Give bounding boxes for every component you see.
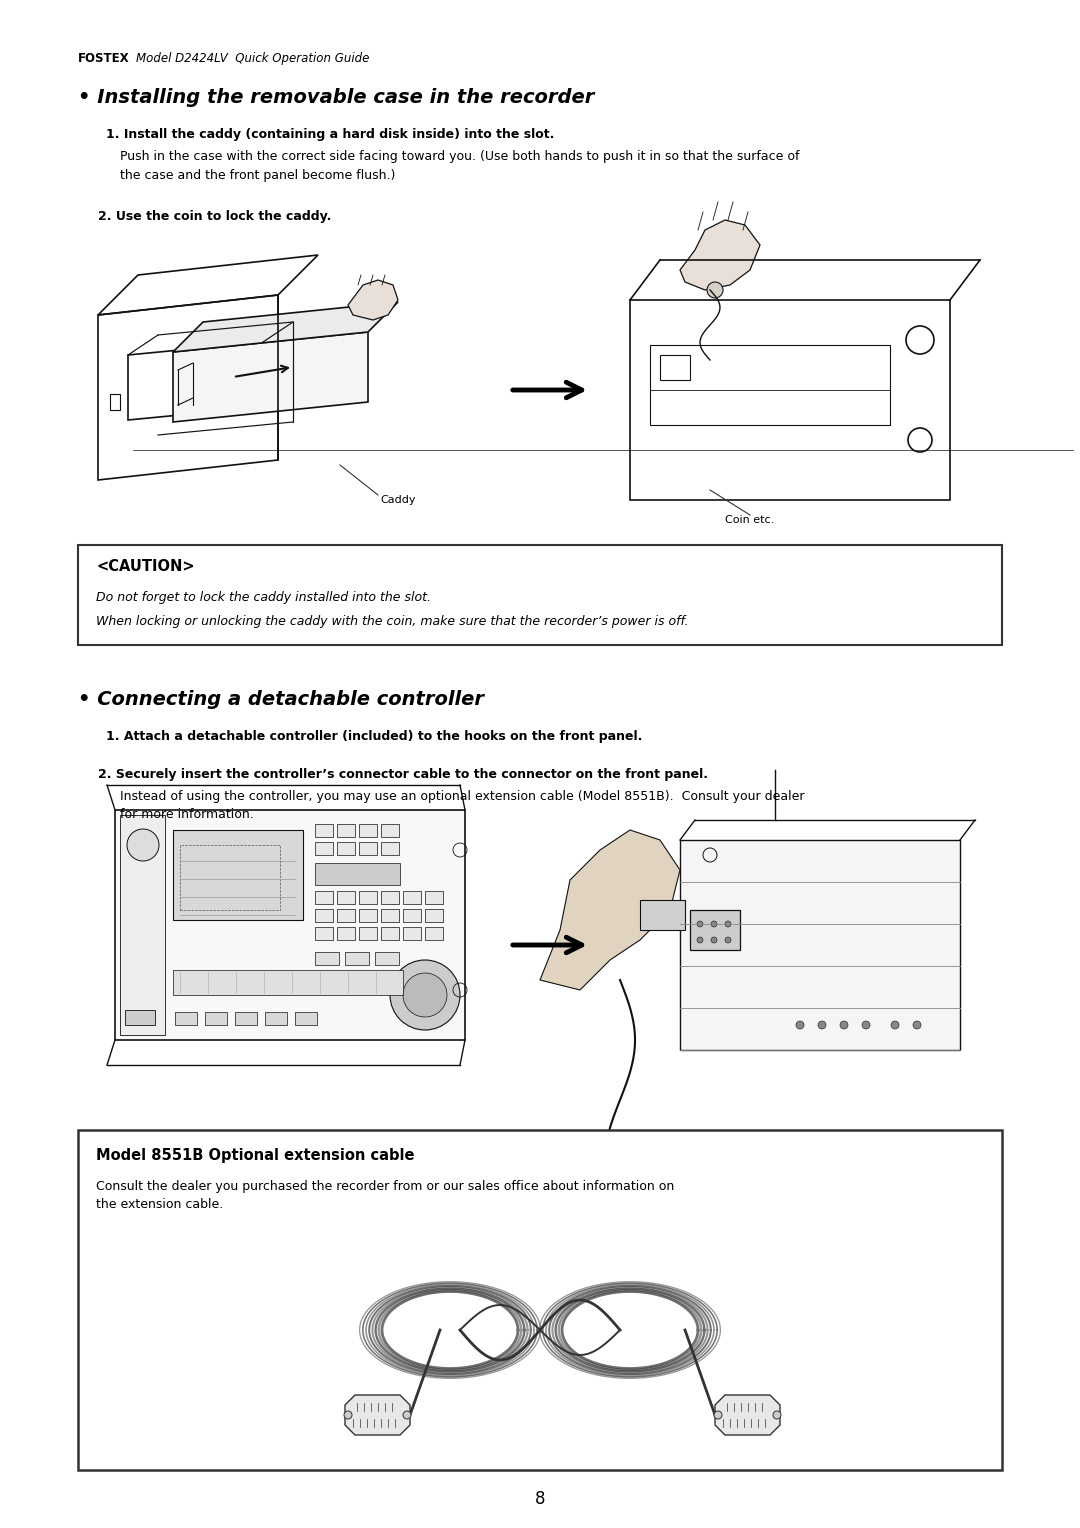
- Circle shape: [345, 1410, 352, 1420]
- Bar: [690, 911, 740, 950]
- Bar: [375, 952, 399, 966]
- Bar: [381, 842, 399, 856]
- Bar: [337, 927, 355, 940]
- Text: Model 8551B Optional extension cable: Model 8551B Optional extension cable: [96, 1148, 415, 1163]
- Text: • Installing the removable case in the recorder: • Installing the removable case in the r…: [78, 89, 594, 107]
- Text: Do not forget to lock the caddy installed into the slot.: Do not forget to lock the caddy installe…: [96, 591, 431, 604]
- Text: 1. Attach a detachable controller (included) to the hooks on the front panel.: 1. Attach a detachable controller (inclu…: [106, 730, 643, 743]
- Circle shape: [840, 1021, 848, 1028]
- Bar: [125, 1010, 156, 1025]
- Bar: [660, 354, 690, 380]
- Bar: [110, 394, 120, 410]
- Bar: [381, 891, 399, 905]
- Text: 2. Securely insert the controller’s connector cable to the connector on the fron: 2. Securely insert the controller’s conn…: [98, 769, 708, 781]
- Bar: [381, 927, 399, 940]
- Bar: [359, 842, 377, 856]
- Bar: [403, 891, 421, 905]
- Bar: [359, 909, 377, 921]
- Circle shape: [714, 1410, 723, 1420]
- Bar: [180, 845, 280, 911]
- Circle shape: [818, 1021, 826, 1028]
- Text: <CAUTION>: <CAUTION>: [96, 559, 194, 575]
- Bar: [337, 909, 355, 921]
- Polygon shape: [345, 1395, 410, 1435]
- Text: When locking or unlocking the caddy with the coin, make sure that the recorder’s: When locking or unlocking the caddy with…: [96, 614, 689, 628]
- Polygon shape: [173, 303, 399, 351]
- Circle shape: [390, 960, 460, 1030]
- Text: Caddy: Caddy: [380, 495, 416, 504]
- Circle shape: [711, 921, 717, 927]
- Circle shape: [707, 283, 723, 298]
- Bar: [403, 909, 421, 921]
- Text: Coin etc.: Coin etc.: [726, 515, 774, 526]
- Text: Push in the case with the correct side facing toward you. (Use both hands to pus: Push in the case with the correct side f…: [120, 150, 799, 182]
- Bar: [337, 842, 355, 856]
- Bar: [173, 970, 403, 995]
- Circle shape: [403, 1410, 411, 1420]
- Polygon shape: [540, 830, 680, 990]
- Circle shape: [773, 1410, 781, 1420]
- Circle shape: [913, 1021, 921, 1028]
- Bar: [345, 952, 369, 966]
- Bar: [359, 824, 377, 837]
- Circle shape: [711, 937, 717, 943]
- Bar: [315, 909, 333, 921]
- Bar: [315, 952, 339, 966]
- Bar: [403, 927, 421, 940]
- Text: 8: 8: [535, 1490, 545, 1508]
- Text: 2. Use the coin to lock the caddy.: 2. Use the coin to lock the caddy.: [98, 209, 332, 223]
- Text: • Connecting a detachable controller: • Connecting a detachable controller: [78, 691, 484, 709]
- Bar: [337, 824, 355, 837]
- Bar: [359, 891, 377, 905]
- Circle shape: [403, 973, 447, 1018]
- Bar: [265, 1012, 287, 1025]
- Bar: [114, 810, 465, 1041]
- Circle shape: [796, 1021, 804, 1028]
- Bar: [173, 830, 303, 920]
- Bar: [337, 891, 355, 905]
- Polygon shape: [715, 1395, 780, 1435]
- Bar: [78, 1131, 1002, 1470]
- Circle shape: [127, 830, 159, 860]
- Bar: [426, 891, 443, 905]
- Polygon shape: [173, 332, 368, 422]
- Polygon shape: [348, 280, 399, 319]
- Bar: [381, 909, 399, 921]
- Text: 1. Install the caddy (containing a hard disk inside) into the slot.: 1. Install the caddy (containing a hard …: [106, 128, 554, 141]
- Text: Instead of using the controller, you may use an optional extension cable (Model : Instead of using the controller, you may…: [120, 790, 805, 822]
- Circle shape: [697, 921, 703, 927]
- Bar: [426, 927, 443, 940]
- Bar: [175, 1012, 197, 1025]
- Bar: [295, 1012, 318, 1025]
- Circle shape: [697, 937, 703, 943]
- Bar: [315, 824, 333, 837]
- Bar: [205, 1012, 227, 1025]
- Text: FOSTEX: FOSTEX: [78, 52, 130, 66]
- Bar: [680, 840, 960, 1050]
- Bar: [120, 814, 165, 1034]
- Bar: [381, 824, 399, 837]
- Bar: [235, 1012, 257, 1025]
- Bar: [78, 545, 1002, 645]
- Bar: [315, 927, 333, 940]
- Bar: [359, 927, 377, 940]
- Circle shape: [725, 921, 731, 927]
- Bar: [650, 345, 890, 425]
- Circle shape: [862, 1021, 870, 1028]
- Circle shape: [725, 937, 731, 943]
- Bar: [315, 842, 333, 856]
- Text: Model D2424LV  Quick Operation Guide: Model D2424LV Quick Operation Guide: [136, 52, 369, 66]
- Polygon shape: [680, 220, 760, 290]
- Bar: [640, 900, 685, 931]
- Text: Consult the dealer you purchased the recorder from or our sales office about inf: Consult the dealer you purchased the rec…: [96, 1180, 674, 1212]
- Bar: [315, 863, 400, 885]
- Bar: [426, 909, 443, 921]
- Bar: [315, 891, 333, 905]
- Circle shape: [891, 1021, 899, 1028]
